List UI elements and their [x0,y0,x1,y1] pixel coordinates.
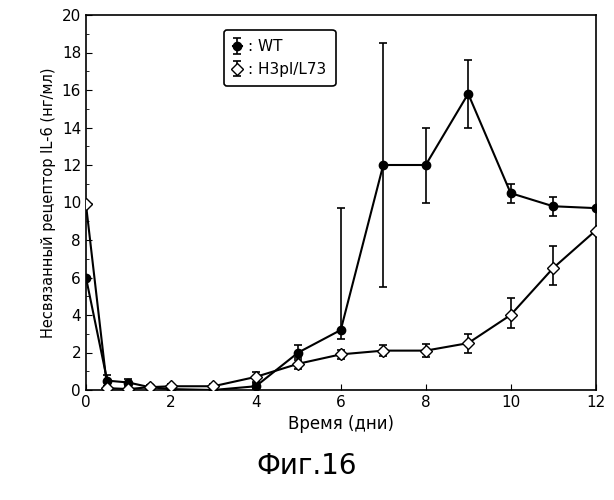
Y-axis label: Несвязанный рецептор IL-6 (нг/мл): Несвязанный рецептор IL-6 (нг/мл) [41,67,56,338]
X-axis label: Время (дни): Время (дни) [288,416,394,434]
Legend: : WT, : H3pl/L73: : WT, : H3pl/L73 [223,30,335,86]
Text: Фиг.16: Фиг.16 [257,452,357,480]
